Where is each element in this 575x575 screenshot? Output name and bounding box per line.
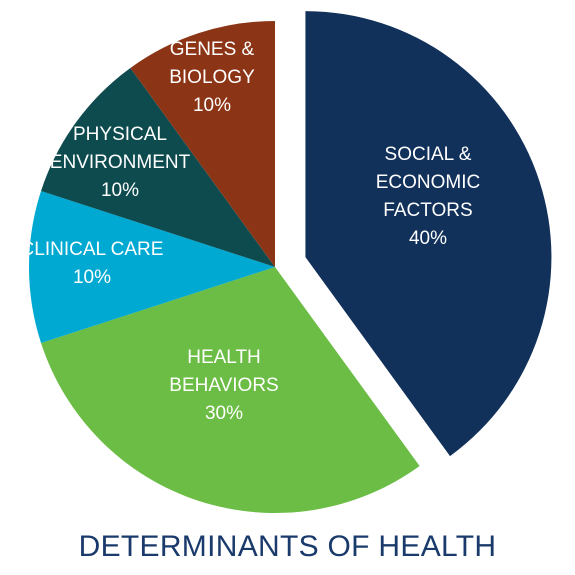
pie-slice-physical-environment bbox=[41, 67, 275, 268]
slice-name-line: BEHAVIORS bbox=[169, 375, 278, 396]
slice-value-label: 30% bbox=[205, 403, 243, 424]
slice-name-line: ECONOMIC bbox=[376, 172, 481, 193]
pie-slice-clinical-care bbox=[28, 190, 275, 344]
slice-label-social-and-economic-factors: SOCIAL & ECONOMIC FACTORS 40% bbox=[376, 144, 481, 249]
chart-title: DETERMINANTS OF HEALTH bbox=[78, 530, 497, 563]
pie-slice-genes-and-biology bbox=[130, 21, 275, 267]
slice-name-line: ENVIRONMENT bbox=[50, 152, 191, 173]
slice-label-clinical-care: CLINICAL CARE 10% bbox=[21, 239, 164, 288]
pie-slice-health-behaviors bbox=[41, 267, 420, 513]
slice-value-label: 10% bbox=[101, 180, 139, 201]
slice-name-line: SOCIAL & bbox=[385, 144, 472, 165]
slice-value-label: 40% bbox=[409, 228, 447, 249]
pie-slice-social-and-economic-factors bbox=[305, 11, 552, 457]
slice-label-physical-environment: PHYSICAL ENVIRONMENT 10% bbox=[50, 124, 191, 201]
slice-value-label: 10% bbox=[193, 95, 231, 116]
pie-chart: SOCIAL & ECONOMIC FACTORS 40% HEALTH BEHAVIOR… bbox=[21, 11, 552, 513]
slice-name-line: FACTORS bbox=[383, 200, 472, 221]
slice-name-line: BIOLOGY bbox=[169, 67, 255, 88]
slice-label-health-behaviors: HEALTH BEHAVIORS 30% bbox=[169, 347, 278, 424]
slice-name-line: PHYSICAL bbox=[73, 124, 167, 145]
slice-name-line: CLINICAL CARE bbox=[21, 239, 164, 260]
slice-name-line: GENES & bbox=[170, 39, 255, 60]
slice-value-label: 10% bbox=[73, 267, 111, 288]
slice-name-line: HEALTH bbox=[187, 347, 261, 368]
slice-label-genes-and-biology: GENES & BIOLOGY 10% bbox=[169, 39, 255, 116]
